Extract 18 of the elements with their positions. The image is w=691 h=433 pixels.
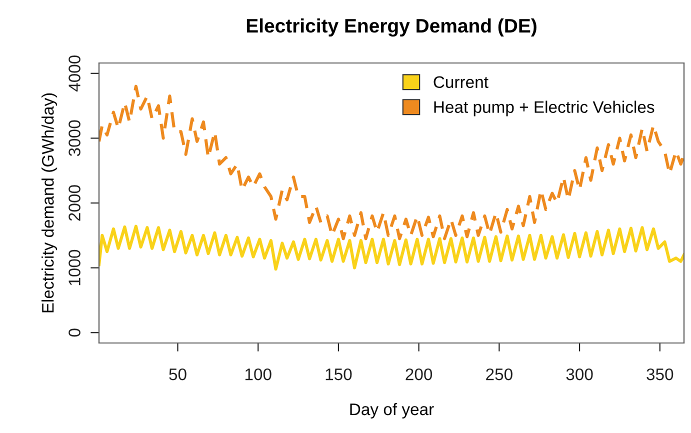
legend-label: Current <box>434 76 488 88</box>
y-tick-label: 0 <box>68 328 80 337</box>
legend-label: Heat pump + Electric Vehicles <box>434 100 654 116</box>
line-series <box>99 224 684 271</box>
x-tick-label: 350 <box>646 368 674 380</box>
chart-title: Electricity Energy Demand (DE) <box>246 18 536 37</box>
x-tick-label: 300 <box>566 368 593 380</box>
x-tick-label: 150 <box>326 368 352 380</box>
x-axis-title: Day of year <box>350 403 434 419</box>
y-tick-label: 4000 <box>68 55 80 92</box>
x-tick-label: 100 <box>245 368 272 380</box>
x-tick-label: 50 <box>169 368 186 380</box>
y-tick-label: 2000 <box>68 185 80 221</box>
x-tick-label: 200 <box>406 368 432 380</box>
x-tick-label: 250 <box>486 368 512 380</box>
y-tick-label: 3000 <box>68 120 80 156</box>
y-tick-label: 1000 <box>68 250 80 286</box>
y-axis-title: Electricity demand (GWh/day) <box>42 93 58 312</box>
